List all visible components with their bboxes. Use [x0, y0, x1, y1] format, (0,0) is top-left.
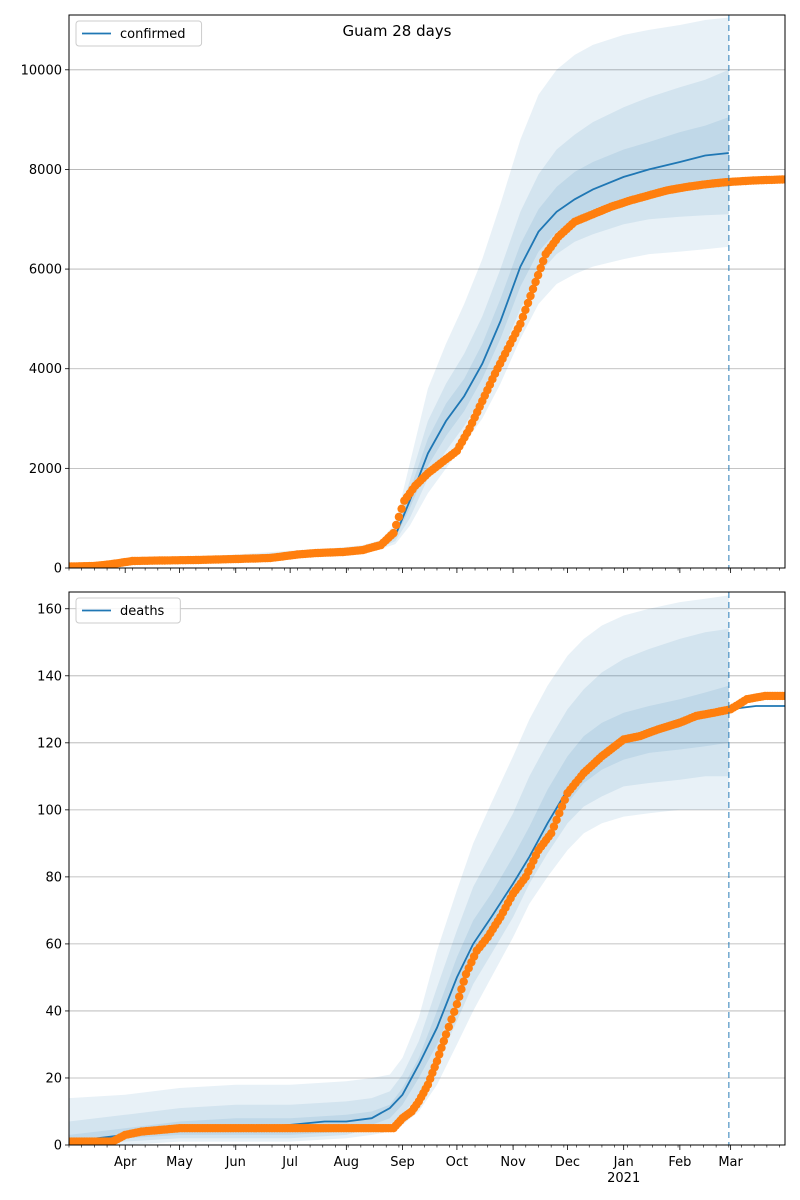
y-tick-label: 160 [37, 602, 62, 617]
observed-series [69, 175, 785, 568]
axes-frame [68, 591, 786, 1146]
x-tick-label: Mar [718, 1155, 743, 1170]
y-tick-label: 0 [54, 562, 62, 577]
figure-title: Guam 28 days [343, 22, 452, 40]
observed-point [533, 270, 543, 280]
y-tick-label: 8000 [29, 163, 62, 178]
band-middle [69, 69, 729, 568]
y-tick-label: 140 [37, 669, 62, 684]
x-tick-year-label: 2021 [607, 1171, 640, 1186]
observed-point [457, 985, 466, 994]
y-tick-label: 40 [45, 1004, 62, 1019]
observed-point [536, 263, 545, 273]
band-inner [69, 117, 729, 568]
observed-point [441, 1030, 451, 1039]
legend-label: deaths [120, 604, 165, 619]
observed-point [444, 1022, 453, 1032]
observed-point [397, 504, 406, 513]
x-tick-label: Sep [390, 1155, 415, 1170]
x-tick-label: Dec [555, 1155, 580, 1170]
band-middle [69, 628, 729, 1145]
observed-point [555, 809, 564, 818]
y-tick-label: 0 [54, 1139, 62, 1154]
observed-point [437, 1043, 446, 1053]
axes-frame [68, 14, 786, 569]
x-tick-label: May [166, 1155, 193, 1170]
observed-point [780, 691, 785, 701]
x-tick-label: Aug [334, 1155, 359, 1170]
y-tick-label: 100 [37, 803, 62, 818]
legend-box [75, 20, 203, 47]
observed-point [439, 1036, 448, 1046]
observed-point [528, 284, 538, 294]
y-tick-label: 20 [45, 1071, 62, 1086]
observed-point [432, 1057, 442, 1066]
x-tick-label: Apr [114, 1155, 137, 1170]
observed-point [526, 291, 535, 301]
x-tick-label: Oct [446, 1155, 468, 1170]
observed-point [523, 298, 533, 308]
observed-point [447, 1015, 456, 1024]
observed-point [552, 815, 561, 825]
legend: confirmed [75, 20, 203, 47]
y-tick-label: 2000 [29, 462, 62, 477]
observed-point [549, 822, 559, 831]
observed-series [69, 691, 785, 1145]
observed-point [455, 992, 464, 1001]
observed-point [392, 520, 401, 530]
y-tick-label: 6000 [29, 263, 62, 278]
observed-point [557, 802, 567, 811]
observed-point [560, 795, 569, 804]
observed-point [780, 175, 785, 184]
observed-point [452, 1000, 462, 1009]
observed-point [450, 1007, 459, 1016]
y-tick-label: 120 [37, 736, 62, 751]
y-tick-label: 60 [45, 937, 62, 952]
observed-point [521, 305, 530, 315]
x-tick-label: Jun [225, 1155, 246, 1170]
x-tick-label: Feb [668, 1155, 691, 1170]
x-tick-label: Jan [613, 1155, 634, 1170]
band-outer [69, 17, 729, 568]
observed-point [394, 512, 404, 522]
observed-point [389, 528, 398, 538]
y-tick-label: 10000 [21, 63, 62, 78]
observed-point [516, 319, 525, 329]
x-tick-label: Nov [500, 1155, 526, 1170]
x-tick-label: Jul [281, 1155, 298, 1170]
observed-point [518, 312, 528, 322]
observed-point [539, 256, 548, 266]
band-outer [69, 595, 729, 1145]
legend-box [75, 597, 181, 624]
observed-point [435, 1050, 444, 1059]
confirmed-panel: 0 2000 4000 6000 8000 10000 confirmed [21, 14, 786, 577]
observed-point [459, 977, 468, 986]
observed-point [547, 829, 556, 838]
y-tick-label: 80 [45, 870, 62, 885]
legend: deaths [75, 597, 181, 624]
observed-point [531, 277, 540, 287]
deaths-panel: 0 20 40 60 80 100 120 140 160 Apr May Jun Jul Aug Sep O… [37, 591, 786, 1186]
y-tick-label: 4000 [29, 362, 62, 377]
legend-label: confirmed [120, 27, 186, 42]
